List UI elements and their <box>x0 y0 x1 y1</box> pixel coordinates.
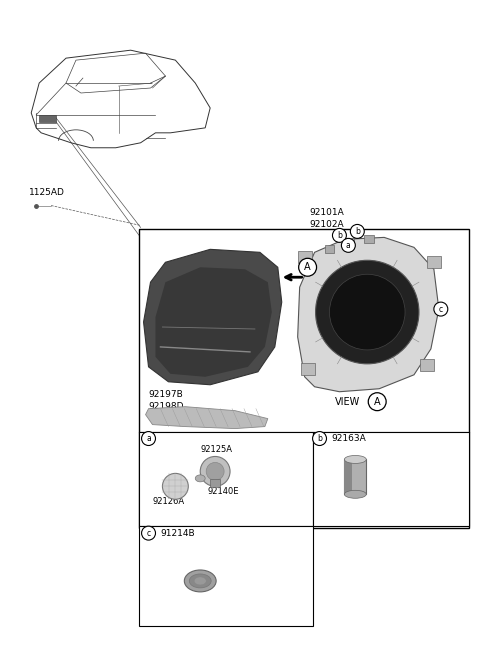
Circle shape <box>329 274 405 350</box>
Polygon shape <box>145 407 268 428</box>
Bar <box>324 245 335 254</box>
Circle shape <box>206 463 224 480</box>
Text: A: A <box>374 397 381 407</box>
Circle shape <box>200 457 230 486</box>
Circle shape <box>315 260 419 364</box>
Text: b: b <box>355 227 360 236</box>
Text: VIEW: VIEW <box>335 397 360 407</box>
Circle shape <box>350 225 364 238</box>
Circle shape <box>312 432 326 445</box>
Bar <box>427 256 441 268</box>
Bar <box>420 359 434 371</box>
Text: 92126A: 92126A <box>153 497 185 506</box>
Bar <box>139 526 312 625</box>
Text: b: b <box>317 434 322 443</box>
Text: 1125AD: 1125AD <box>29 188 65 197</box>
Circle shape <box>142 526 156 540</box>
Circle shape <box>434 302 448 316</box>
Text: 92102A: 92102A <box>310 220 344 229</box>
Ellipse shape <box>344 455 366 463</box>
Bar <box>344 459 366 494</box>
Polygon shape <box>39 115 56 122</box>
Circle shape <box>341 238 355 252</box>
Text: a: a <box>146 434 151 443</box>
Bar <box>139 432 312 526</box>
Polygon shape <box>298 237 439 392</box>
Circle shape <box>333 229 347 242</box>
Text: 92197B: 92197B <box>148 390 183 399</box>
Ellipse shape <box>195 475 205 482</box>
Circle shape <box>162 474 188 499</box>
Bar <box>298 252 312 263</box>
Circle shape <box>142 432 156 445</box>
Text: c: c <box>146 529 151 537</box>
Bar <box>312 432 468 526</box>
Polygon shape <box>144 250 282 385</box>
Text: c: c <box>439 305 443 313</box>
Text: a: a <box>346 241 351 250</box>
Circle shape <box>299 258 316 276</box>
Ellipse shape <box>184 570 216 592</box>
Text: A: A <box>304 262 311 272</box>
Bar <box>344 459 352 494</box>
Ellipse shape <box>344 490 366 498</box>
Text: 92198D: 92198D <box>148 402 184 411</box>
Polygon shape <box>156 267 272 377</box>
Text: 92163A: 92163A <box>332 434 366 443</box>
Text: b: b <box>337 231 342 240</box>
Text: 92140E: 92140E <box>207 487 239 496</box>
Bar <box>139 229 468 528</box>
Circle shape <box>368 393 386 411</box>
Bar <box>300 363 314 374</box>
Bar <box>210 480 220 487</box>
Text: 92101A: 92101A <box>310 208 344 217</box>
Text: 91214B: 91214B <box>160 529 195 537</box>
Text: 92125A: 92125A <box>200 445 232 454</box>
Ellipse shape <box>194 577 206 585</box>
Bar <box>364 235 374 243</box>
Bar <box>344 238 354 246</box>
Ellipse shape <box>189 574 211 588</box>
